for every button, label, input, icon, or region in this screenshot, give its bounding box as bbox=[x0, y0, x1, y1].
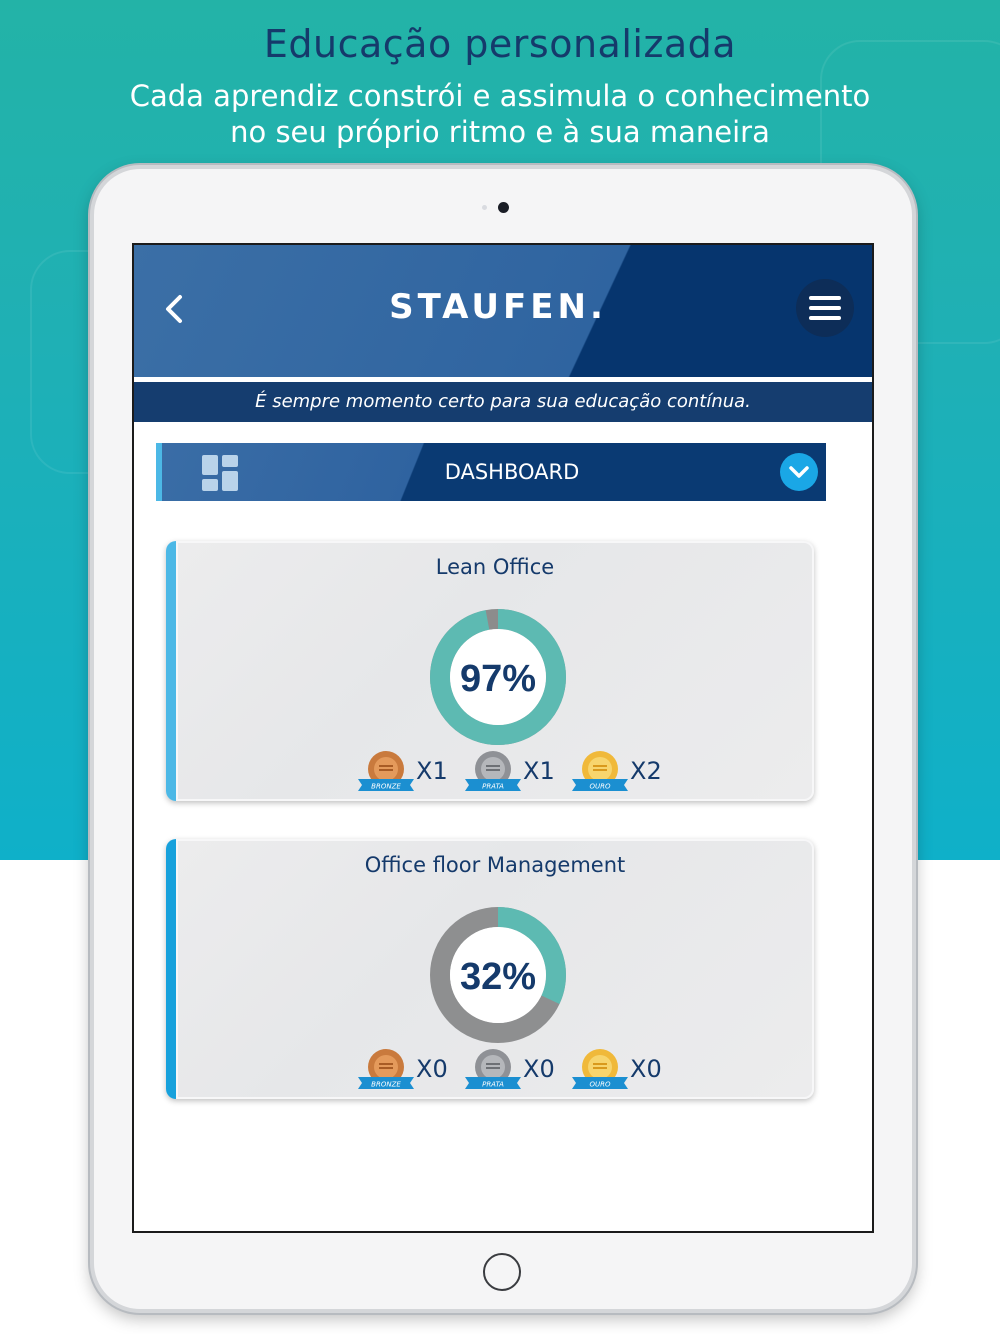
gold-medal-icon: OURO bbox=[572, 751, 628, 791]
medal-count: X2 bbox=[630, 757, 662, 785]
medal-ribbon-label: PRATA bbox=[482, 1081, 504, 1089]
medal-count: X1 bbox=[523, 757, 555, 785]
dashboard-label: DASHBOARD bbox=[444, 460, 580, 484]
promo-subline: Cada aprendiz constrói e assimula o conh… bbox=[129, 79, 871, 113]
ouro-medal: OURO X2 bbox=[570, 749, 676, 793]
app-logo: STAUFEN. bbox=[389, 287, 607, 327]
course-card[interactable]: Lean Office 97% BRONZE X1 bbox=[166, 541, 814, 801]
medal-ribbon-label: OURO bbox=[589, 783, 610, 791]
bronze-medal-icon: BRONZE bbox=[358, 1049, 414, 1089]
menu-button[interactable] bbox=[796, 279, 854, 337]
medal-row: BRONZE X0 PRATA X0 bbox=[356, 1047, 676, 1097]
promo-headline: Educação personalizada bbox=[263, 22, 737, 66]
promo-subline: no seu próprio ritmo e à sua maneira bbox=[230, 115, 770, 149]
progress-ring: 32% bbox=[430, 907, 566, 1043]
progress-percentage: 32% bbox=[460, 956, 536, 998]
bronze-medal: BRONZE X0 bbox=[356, 1047, 462, 1091]
medal-ribbon-label: PRATA bbox=[482, 783, 504, 791]
tagline: É sempre momento certo para sua educação… bbox=[134, 382, 872, 422]
medal-count: X1 bbox=[416, 757, 448, 785]
medal-count: X0 bbox=[523, 1055, 555, 1083]
course-card[interactable]: Office floor Management 32% BRONZE X0 bbox=[166, 839, 814, 1099]
tablet-home-button[interactable] bbox=[483, 1253, 521, 1291]
bronze-medal: BRONZE X1 bbox=[356, 749, 462, 793]
back-button[interactable] bbox=[160, 289, 190, 329]
medal-ribbon-label: BRONZE bbox=[371, 1081, 401, 1089]
silver-medal-icon: PRATA bbox=[465, 1049, 521, 1089]
prata-medal: PRATA X0 bbox=[463, 1047, 569, 1091]
dropdown-toggle[interactable] bbox=[780, 453, 818, 491]
medal-ribbon-label: OURO bbox=[589, 1081, 610, 1089]
course-title: Office floor Management bbox=[364, 853, 626, 877]
ouro-medal: OURO X0 bbox=[570, 1047, 676, 1091]
dashboard-grid-icon bbox=[202, 455, 238, 491]
course-title: Lean Office bbox=[435, 555, 555, 579]
app-screen: STAUFEN. É sempre momento certo para sua… bbox=[132, 243, 874, 1233]
medal-row: BRONZE X1 PRATA X1 bbox=[356, 749, 676, 799]
header-divider bbox=[134, 377, 872, 382]
tablet-camera bbox=[498, 202, 509, 213]
gold-medal-icon: OURO bbox=[572, 1049, 628, 1089]
chevron-down-icon bbox=[789, 466, 809, 478]
app-header: STAUFEN. bbox=[134, 245, 872, 377]
medal-ribbon-label: BRONZE bbox=[371, 783, 401, 791]
progress-ring: 97% bbox=[430, 609, 566, 745]
silver-medal-icon: PRATA bbox=[465, 751, 521, 791]
medal-count: X0 bbox=[416, 1055, 448, 1083]
medal-count: X0 bbox=[630, 1055, 662, 1083]
tablet-sensor bbox=[482, 205, 487, 210]
progress-percentage: 97% bbox=[460, 658, 536, 700]
bronze-medal-icon: BRONZE bbox=[358, 751, 414, 791]
dashboard-selector[interactable]: DASHBOARD bbox=[156, 443, 826, 501]
prata-medal: PRATA X1 bbox=[463, 749, 569, 793]
chevron-left-icon bbox=[166, 295, 182, 323]
